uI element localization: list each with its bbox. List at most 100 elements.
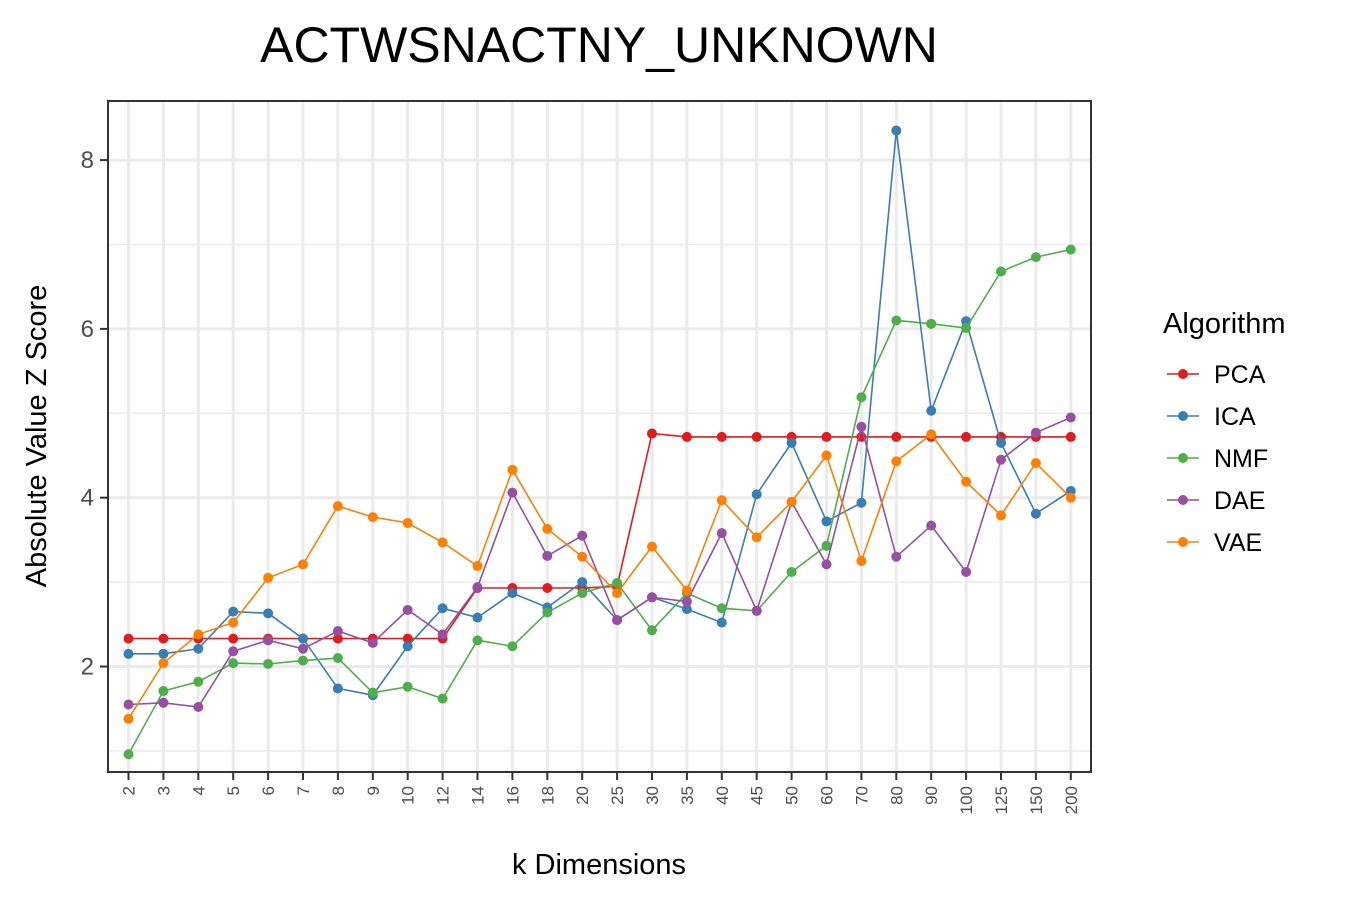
x-tick-label: 7	[294, 786, 313, 795]
data-point-vae	[228, 617, 239, 628]
data-point-dae	[332, 626, 343, 637]
x-tick-label: 60	[818, 786, 837, 805]
data-point-dae	[751, 605, 762, 616]
legend-title: Algorithm	[1163, 308, 1286, 340]
data-point-nmf	[996, 266, 1006, 277]
y-tick-label: 2	[81, 653, 94, 680]
data-point-dae	[681, 596, 692, 607]
data-point-nmf	[891, 315, 902, 326]
legend-key-point	[1178, 369, 1188, 379]
x-tick-label: 80	[887, 786, 906, 805]
x-tick-label: 200	[1062, 786, 1081, 814]
x-tick-label: 6	[259, 786, 278, 795]
data-point-ica	[437, 603, 448, 614]
legend-label: VAE	[1214, 529, 1262, 557]
data-point-nmf	[367, 687, 378, 698]
plot-border	[107, 100, 1092, 773]
legend-label: DAE	[1214, 487, 1265, 515]
x-tick-label: 18	[538, 786, 557, 805]
data-point-vae	[926, 429, 937, 440]
data-point-dae	[228, 646, 239, 657]
data-point-nmf	[228, 658, 239, 669]
x-tick-label: 100	[957, 786, 976, 814]
data-point-vae	[961, 476, 972, 487]
x-tick-label: 125	[992, 786, 1011, 814]
data-point-pca	[228, 633, 239, 644]
data-point-nmf	[716, 603, 727, 614]
data-point-nmf	[158, 685, 169, 696]
data-point-vae	[298, 559, 308, 570]
legend-label: ICA	[1214, 403, 1256, 431]
data-point-ica	[681, 604, 692, 615]
data-point-ica	[123, 648, 134, 659]
data-point-dae	[716, 528, 727, 539]
legend-label: PCA	[1214, 361, 1266, 389]
data-point-nmf	[856, 392, 867, 403]
data-point-ica	[193, 643, 204, 654]
data-point-vae	[1065, 492, 1076, 503]
data-point-nmf	[821, 540, 832, 551]
data-point-nmf	[926, 318, 937, 329]
data-point-vae	[751, 532, 762, 543]
data-point-ica	[507, 588, 518, 599]
x-tick-label: 8	[329, 786, 348, 795]
data-point-ica	[472, 612, 483, 623]
x-tick-label: 30	[643, 786, 662, 805]
legend-key-point	[1178, 537, 1188, 547]
legend-label: NMF	[1214, 445, 1268, 473]
data-point-nmf	[542, 607, 553, 618]
data-point-vae	[263, 572, 274, 583]
data-point-vae	[856, 555, 867, 566]
y-tick-label: 4	[81, 485, 94, 512]
data-point-vae	[786, 496, 797, 507]
series-nmf	[123, 244, 1076, 760]
data-point-ica	[402, 641, 413, 652]
x-tick-label: 150	[1027, 786, 1046, 814]
data-point-dae	[298, 643, 308, 654]
legend: Algorithm PCA ICA NMF DAE VAE	[1163, 308, 1286, 557]
data-point-dae	[856, 421, 867, 432]
data-point-nmf	[577, 588, 588, 599]
data-point-dae	[821, 559, 832, 570]
y-tick-label: 6	[81, 316, 94, 343]
data-point-ica	[926, 405, 937, 416]
x-tick-label: 10	[399, 786, 418, 805]
data-point-ica	[821, 516, 832, 527]
data-point-ica	[891, 125, 902, 136]
data-point-dae	[158, 697, 169, 708]
data-point-vae	[716, 495, 727, 506]
data-point-nmf	[193, 676, 204, 687]
data-point-dae	[193, 702, 204, 713]
data-point-nmf	[1030, 252, 1041, 263]
data-point-pca	[961, 431, 972, 442]
data-point-ica	[751, 489, 762, 500]
series-line-nmf	[127, 248, 1071, 755]
series-vae	[123, 429, 1076, 724]
data-point-pca	[647, 428, 657, 439]
data-point-pca	[332, 633, 343, 644]
data-point-pca	[891, 431, 902, 442]
data-point-nmf	[402, 681, 413, 692]
x-tick-label: 16	[503, 786, 522, 805]
data-point-dae	[507, 487, 518, 498]
data-point-ica	[263, 608, 274, 619]
data-point-dae	[891, 551, 902, 562]
data-point-pca	[123, 633, 134, 644]
data-point-pca	[681, 431, 692, 442]
data-point-nmf	[786, 566, 797, 577]
data-point-ica	[577, 577, 588, 588]
x-tick-label: 25	[608, 786, 627, 805]
data-point-dae	[647, 592, 657, 603]
data-point-pca	[158, 633, 169, 644]
series-ica	[123, 125, 1076, 701]
data-point-dae	[612, 615, 623, 626]
x-axis-title: k Dimensions	[512, 849, 686, 881]
data-point-pca	[1065, 431, 1076, 442]
x-tick-label: 20	[573, 786, 592, 805]
data-point-nmf	[507, 641, 518, 652]
data-point-dae	[1030, 427, 1041, 438]
x-tick-label: 70	[852, 786, 871, 805]
x-tick-label: 3	[154, 786, 173, 795]
data-point-ica	[856, 497, 867, 508]
